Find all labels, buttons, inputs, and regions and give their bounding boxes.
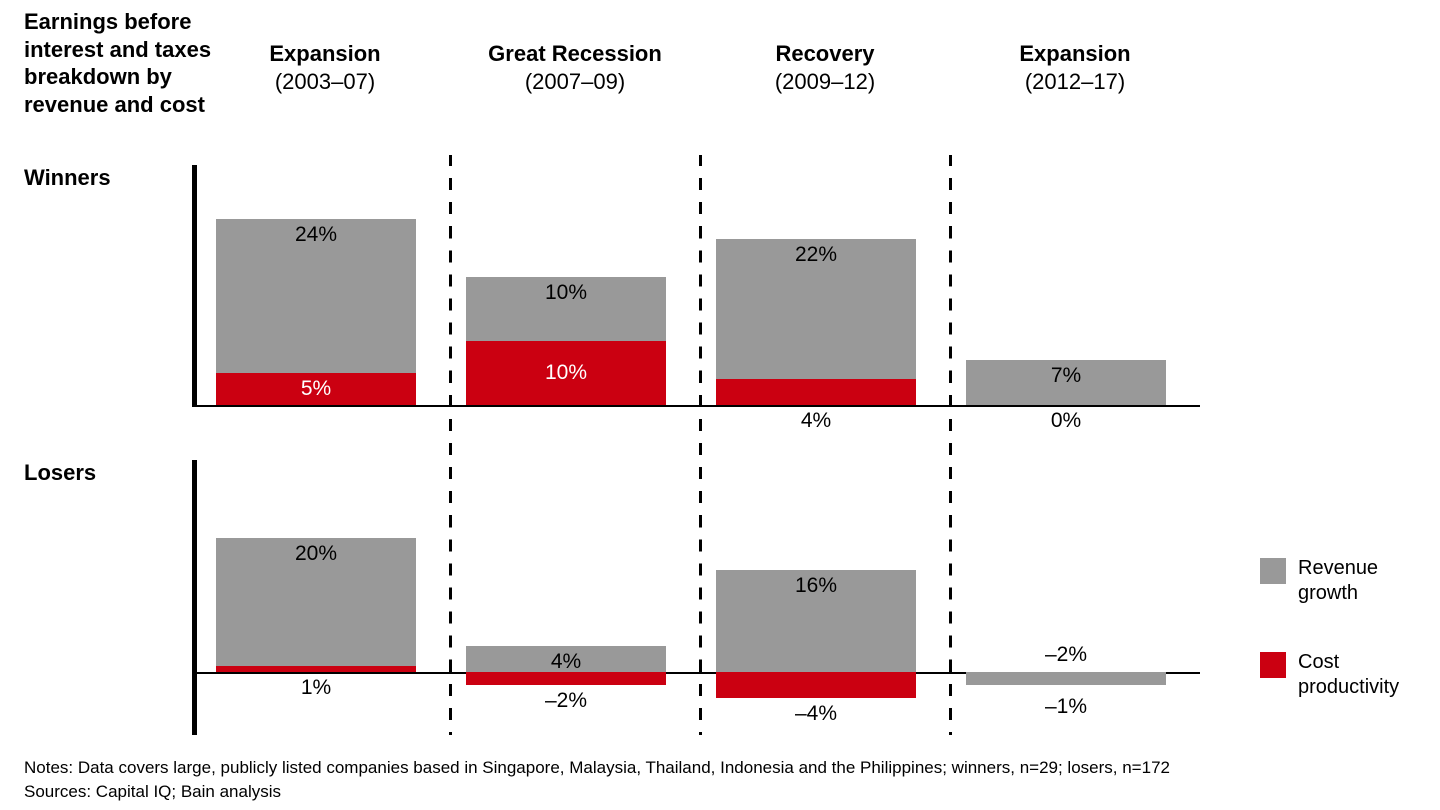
period-years: (2007–09) bbox=[450, 68, 700, 96]
period-header-1: Great Recession(2007–09) bbox=[450, 40, 700, 95]
row-label-losers: Losers bbox=[24, 460, 96, 486]
bar-revenue-r1-p3 bbox=[966, 672, 1166, 685]
period-name: Recovery bbox=[700, 40, 950, 68]
winners-axis-bar bbox=[192, 165, 197, 405]
legend-swatch-revenue bbox=[1260, 558, 1286, 584]
label-revenue-r0-p0: 24% bbox=[216, 223, 416, 247]
chart-title: Earnings beforeinterest and taxesbreakdo… bbox=[24, 8, 211, 118]
label-revenue-r1-p0: 20% bbox=[216, 542, 416, 566]
period-header-0: Expansion(2003–07) bbox=[200, 40, 450, 95]
legend-label-revenue: Revenuegrowth bbox=[1298, 556, 1378, 606]
label-cost-r0-p1: 10% bbox=[466, 361, 666, 385]
divider-2 bbox=[699, 155, 702, 735]
label-cost-r1-p0: 1% bbox=[216, 676, 416, 700]
label-cost-r0-p3: 0% bbox=[966, 409, 1166, 433]
label-revenue-r0-p3: 7% bbox=[966, 364, 1166, 388]
period-name: Great Recession bbox=[450, 40, 700, 68]
losers-axis-bar bbox=[192, 460, 197, 735]
divider-1 bbox=[449, 155, 452, 735]
label-cost-r1-p3: –1% bbox=[966, 695, 1166, 719]
bar-cost-r0-p2 bbox=[716, 379, 916, 405]
chart-notes: Notes: Data covers large, publicly liste… bbox=[24, 756, 1170, 804]
period-header-2: Recovery(2009–12) bbox=[700, 40, 950, 95]
label-cost-r0-p0: 5% bbox=[216, 377, 416, 401]
divider-3 bbox=[949, 155, 952, 735]
bar-cost-r1-p2 bbox=[716, 672, 916, 698]
label-cost-r1-p2: –4% bbox=[716, 702, 916, 726]
period-name: Expansion bbox=[950, 40, 1200, 68]
period-header-3: Expansion(2012–17) bbox=[950, 40, 1200, 95]
period-years: (2009–12) bbox=[700, 68, 950, 96]
label-revenue-r1-p2: 16% bbox=[716, 574, 916, 598]
period-years: (2003–07) bbox=[200, 68, 450, 96]
label-cost-r1-p1: –2% bbox=[466, 689, 666, 713]
winners-baseline bbox=[192, 405, 1200, 407]
period-name: Expansion bbox=[200, 40, 450, 68]
label-revenue-r0-p1: 10% bbox=[466, 281, 666, 305]
label-revenue-r1-p1: 4% bbox=[466, 650, 666, 674]
bar-cost-r1-p0 bbox=[216, 666, 416, 672]
legend-label-cost: Costproductivity bbox=[1298, 650, 1399, 700]
label-revenue-r1-p3: –2% bbox=[966, 643, 1166, 667]
row-label-winners: Winners bbox=[24, 165, 111, 191]
label-cost-r0-p2: 4% bbox=[716, 409, 916, 433]
label-revenue-r0-p2: 22% bbox=[716, 243, 916, 267]
period-years: (2012–17) bbox=[950, 68, 1200, 96]
legend-swatch-cost bbox=[1260, 652, 1286, 678]
